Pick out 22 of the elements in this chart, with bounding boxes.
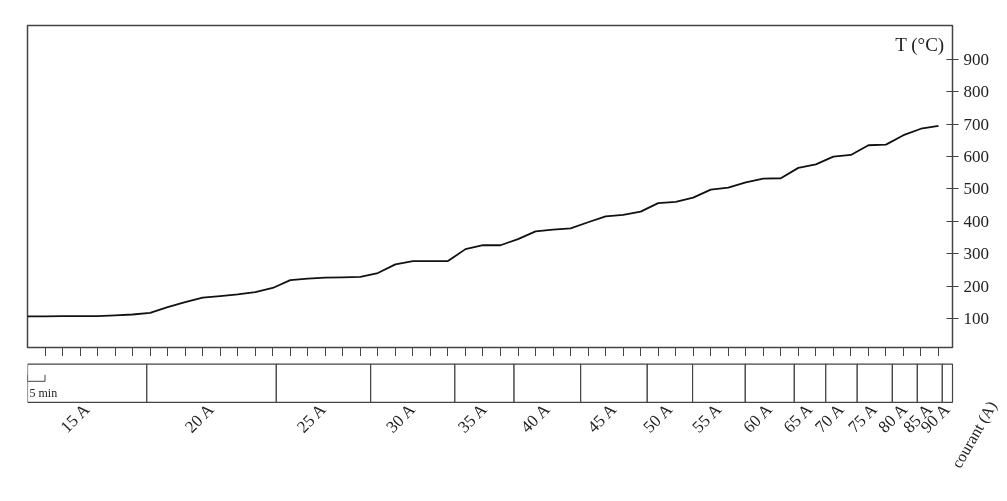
text: 20 A xyxy=(181,399,219,437)
text: 45 A xyxy=(583,399,621,437)
y-tick-label: 900 xyxy=(963,49,989,69)
y-tick-label: 100 xyxy=(963,308,989,328)
y-tick-label: 500 xyxy=(963,179,989,199)
text: 60 A xyxy=(739,399,777,437)
line-series xyxy=(27,124,940,318)
text: 55 A xyxy=(688,399,726,437)
y-tick-label: 800 xyxy=(963,82,989,102)
y-tick-label: 300 xyxy=(963,244,989,264)
text: 25 A xyxy=(293,399,331,437)
y-tick-label: 700 xyxy=(963,114,989,134)
y-tick-label: 200 xyxy=(963,276,989,296)
annotation: 5 min xyxy=(29,386,58,401)
y-tick-label: 600 xyxy=(963,147,989,167)
text: 40 A xyxy=(516,399,554,437)
text: 15 A xyxy=(56,399,94,437)
text: 35 A xyxy=(454,399,492,437)
y-axis-title: T (°C) xyxy=(895,33,945,56)
text: 50 A xyxy=(639,399,677,437)
text: 30 A xyxy=(382,399,420,437)
y-tick-label: 400 xyxy=(963,211,989,231)
